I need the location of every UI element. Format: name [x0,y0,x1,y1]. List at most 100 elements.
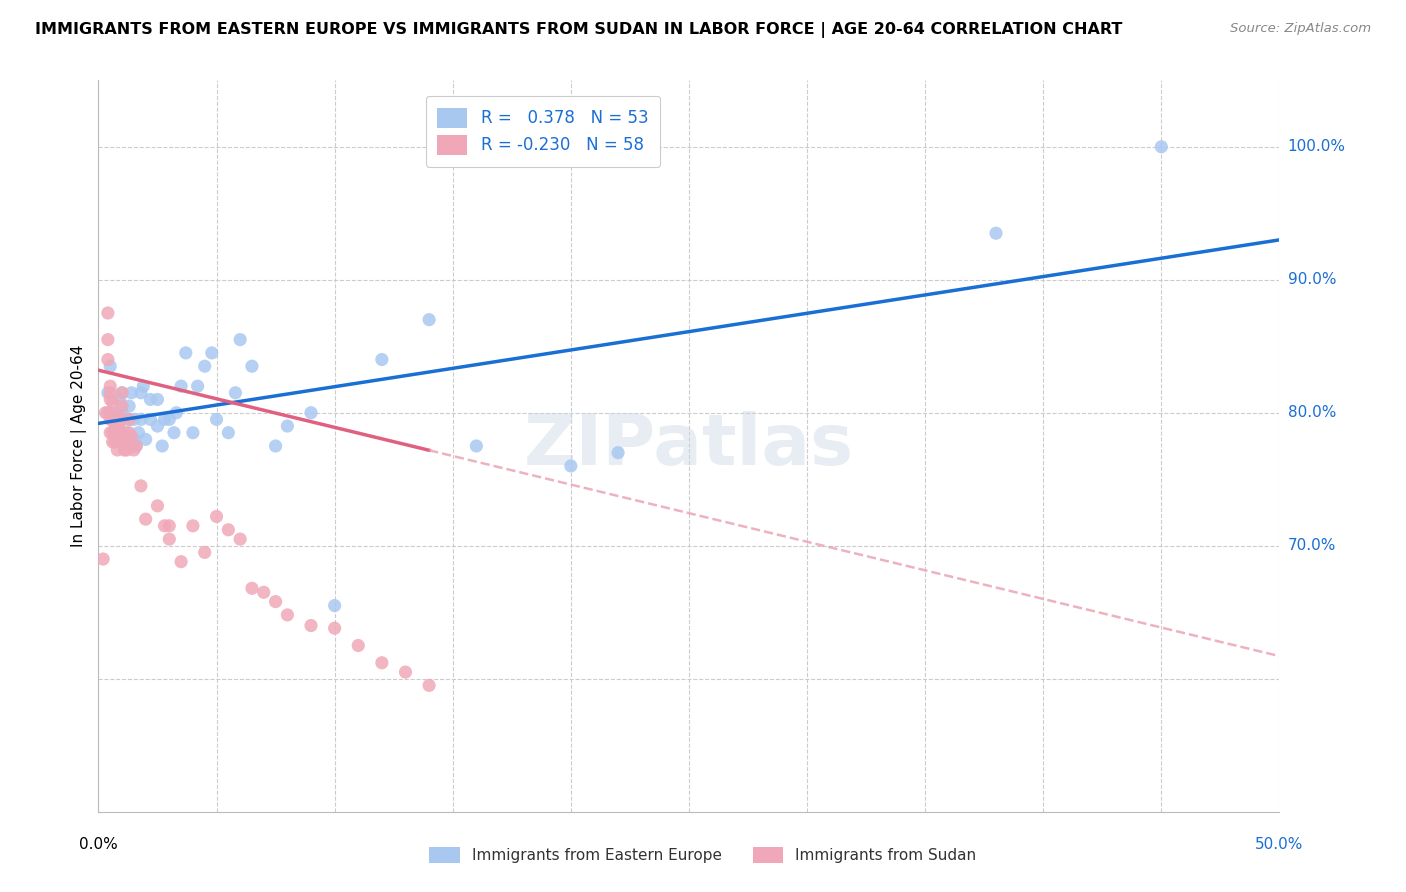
Point [139,392,162,407]
Point [323,599,346,613]
Point [163,425,186,440]
Point [174,346,197,360]
Point [157,532,180,546]
Point [139,412,162,426]
Point [229,333,252,347]
Point [111,425,134,440]
Point [205,412,228,426]
Point [323,621,346,635]
Point [125,439,148,453]
Point [1150,140,1173,154]
Point [394,665,416,679]
Point [276,607,298,622]
Point [97,333,120,347]
Point [111,385,134,400]
Point [157,518,180,533]
Point [264,594,287,608]
Point [129,412,152,426]
Point [118,412,141,426]
Point [118,425,141,440]
Point [111,385,134,400]
Point [253,585,276,599]
Point [240,582,263,596]
Point [129,479,152,493]
Point [105,442,128,457]
Point [299,406,322,420]
Y-axis label: In Labor Force | Age 20-64: In Labor Force | Age 20-64 [72,345,87,547]
Point [112,442,135,457]
Legend: R =   0.378   N = 53, R = -0.230   N = 58: R = 0.378 N = 53, R = -0.230 N = 58 [426,96,659,167]
Point [97,406,120,420]
Point [418,678,440,692]
Point [181,518,204,533]
Point [157,412,180,426]
Point [104,435,127,450]
Point [115,442,138,457]
Text: 100.0%: 100.0% [1288,139,1346,154]
Point [111,399,134,413]
Point [146,499,169,513]
Point [118,412,141,426]
Point [150,439,173,453]
Point [98,406,121,420]
Point [115,439,138,453]
Point [101,435,124,450]
Point [98,385,121,400]
Point [217,523,239,537]
Point [121,430,143,444]
Point [132,379,155,393]
Point [111,435,134,450]
Point [105,406,128,420]
Point [194,545,217,559]
Point [146,419,169,434]
Point [299,618,322,632]
Point [135,512,157,526]
Point [111,412,134,426]
Text: 50.0%: 50.0% [1256,837,1303,852]
Point [111,425,134,440]
Point [128,425,150,440]
Point [153,518,176,533]
Point [108,392,131,407]
Point [122,442,145,457]
Text: Source: ZipAtlas.com: Source: ZipAtlas.com [1230,22,1371,36]
Point [98,425,121,440]
Point [97,352,120,367]
Point [91,552,114,566]
Point [98,359,121,374]
Point [201,346,224,360]
Point [94,406,117,420]
Point [104,412,127,426]
Text: 80.0%: 80.0% [1288,405,1336,420]
Point [111,406,134,420]
Point [104,422,127,436]
Point [181,425,204,440]
Point [125,439,148,453]
Point [105,422,128,436]
Point [98,392,121,407]
Point [146,392,169,407]
Legend: Immigrants from Eastern Europe, Immigrants from Sudan: Immigrants from Eastern Europe, Immigran… [422,839,984,871]
Point [118,399,141,413]
Point [465,439,488,453]
Point [170,379,193,393]
Text: ZIPatlas: ZIPatlas [524,411,853,481]
Point [101,425,124,440]
Point [98,379,121,393]
Point [347,639,370,653]
Point [98,412,121,426]
Point [984,226,1007,240]
Point [170,555,193,569]
Point [371,352,394,367]
Point [205,509,228,524]
Point [115,435,138,450]
Point [194,359,217,374]
Point [108,430,131,444]
Point [108,417,131,431]
Point [607,445,630,459]
Point [97,306,120,320]
Point [217,425,239,440]
Text: 0.0%: 0.0% [79,837,118,852]
Point [187,379,209,393]
Point [97,385,120,400]
